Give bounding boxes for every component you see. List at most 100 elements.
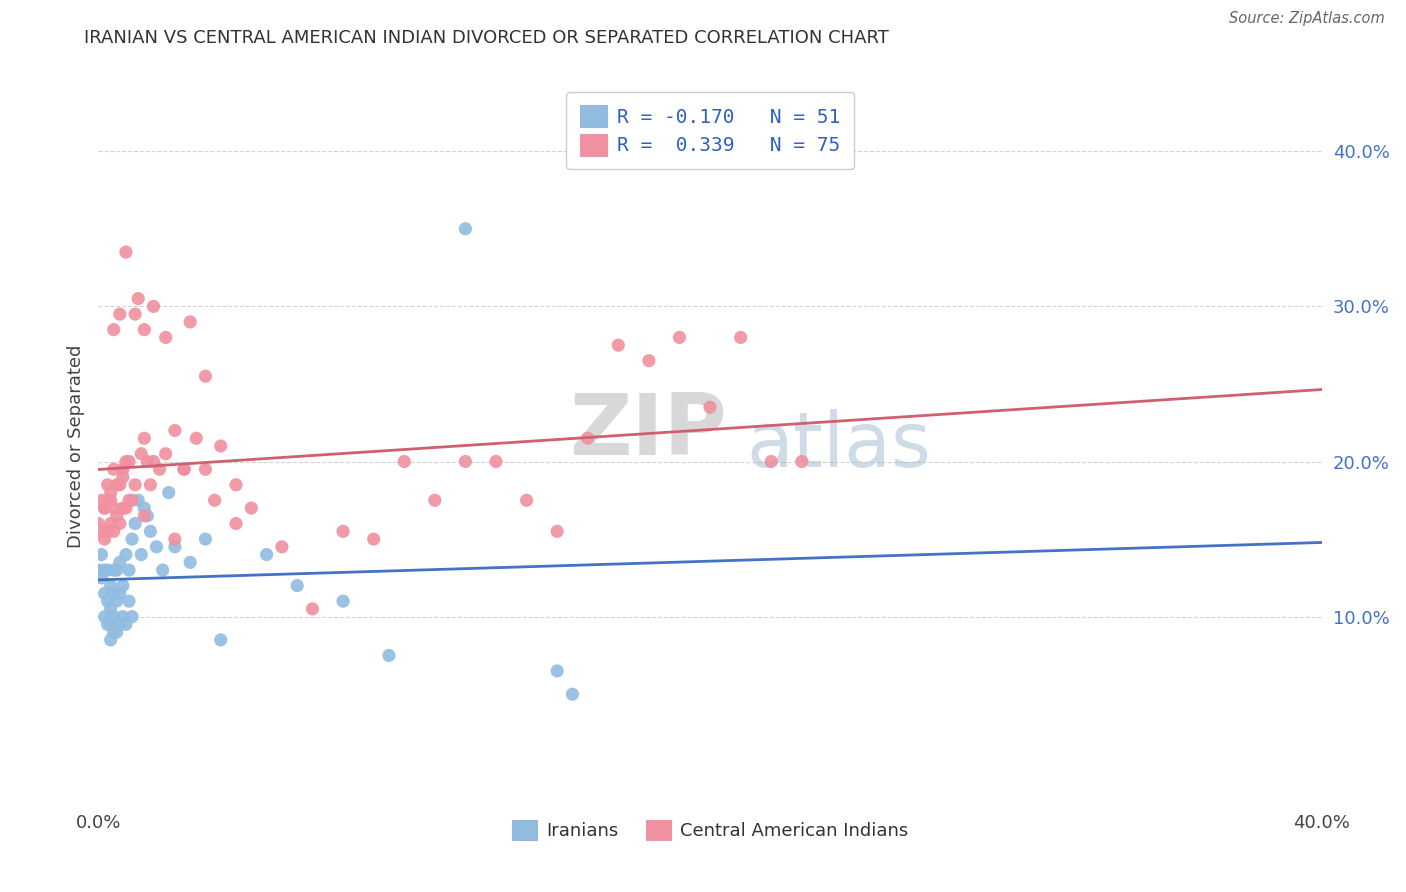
Point: [105, 477, 128, 491]
Point: [103, 586, 125, 600]
Point: [225, 477, 247, 491]
Point: [90, 524, 112, 539]
Legend: Iranians, Central American Indians: Iranians, Central American Indians: [505, 813, 915, 847]
Point: [93, 501, 115, 516]
Point: [121, 493, 143, 508]
Point: [124, 477, 146, 491]
Point: [546, 524, 568, 539]
Point: [163, 424, 186, 438]
Point: [129, 548, 152, 562]
Point: [179, 555, 201, 569]
Point: [516, 493, 538, 508]
Point: [111, 462, 134, 476]
Point: [149, 462, 172, 476]
Point: [100, 579, 122, 593]
Point: [103, 609, 125, 624]
Point: [194, 462, 217, 476]
Point: [270, 540, 292, 554]
Point: [485, 454, 508, 468]
Point: [637, 353, 661, 368]
Point: [115, 245, 138, 260]
Point: [115, 617, 138, 632]
Point: [209, 632, 232, 647]
Point: [225, 516, 247, 531]
Point: [111, 470, 134, 484]
Point: [118, 454, 141, 468]
Point: [93, 609, 115, 624]
Point: [111, 579, 134, 593]
Point: [124, 516, 146, 531]
Point: [90, 493, 112, 508]
Point: [100, 632, 122, 647]
Point: [121, 532, 143, 546]
Point: [301, 602, 323, 616]
Point: [155, 447, 177, 461]
Text: Source: ZipAtlas.com: Source: ZipAtlas.com: [1229, 11, 1385, 26]
Point: [332, 524, 354, 539]
Point: [97, 477, 120, 491]
Point: [139, 524, 162, 539]
Point: [790, 454, 813, 468]
Point: [100, 516, 122, 531]
Point: [111, 609, 134, 624]
Text: atlas: atlas: [747, 409, 932, 483]
Point: [93, 532, 115, 546]
Point: [105, 625, 128, 640]
Point: [454, 222, 477, 236]
Point: [103, 323, 125, 337]
Point: [204, 493, 226, 508]
Point: [129, 447, 152, 461]
Point: [179, 315, 201, 329]
Point: [124, 307, 146, 321]
Point: [115, 548, 138, 562]
Point: [127, 493, 149, 508]
Point: [139, 477, 162, 491]
Point: [115, 454, 138, 468]
Point: [607, 338, 630, 352]
Point: [173, 462, 195, 476]
Text: IRANIAN VS CENTRAL AMERICAN INDIAN DIVORCED OR SEPARATED CORRELATION CHART: IRANIAN VS CENTRAL AMERICAN INDIAN DIVOR…: [84, 29, 889, 46]
Point: [90, 571, 112, 585]
Point: [699, 401, 721, 415]
Point: [100, 617, 122, 632]
Point: [155, 330, 177, 344]
Point: [332, 594, 354, 608]
Point: [240, 501, 263, 516]
Point: [97, 594, 120, 608]
Point: [93, 563, 115, 577]
Point: [186, 431, 208, 445]
Point: [256, 548, 278, 562]
Point: [100, 485, 122, 500]
Point: [103, 625, 125, 640]
Point: [134, 323, 156, 337]
Text: ZIP: ZIP: [569, 390, 727, 474]
Point: [118, 493, 141, 508]
Point: [668, 330, 690, 344]
Point: [118, 594, 141, 608]
Point: [90, 548, 112, 562]
Point: [111, 501, 134, 516]
Point: [97, 524, 120, 539]
Point: [93, 501, 115, 516]
Point: [392, 454, 416, 468]
Point: [108, 516, 131, 531]
Point: [115, 501, 138, 516]
Point: [108, 555, 131, 569]
Point: [108, 586, 131, 600]
Point: [134, 508, 156, 523]
Point: [93, 586, 115, 600]
Point: [142, 454, 165, 468]
Y-axis label: Divorced or Separated: Divorced or Separated: [66, 344, 84, 548]
Point: [103, 563, 125, 577]
Point: [103, 501, 125, 516]
Point: [134, 501, 156, 516]
Point: [105, 508, 128, 523]
Point: [454, 454, 477, 468]
Point: [108, 617, 131, 632]
Point: [97, 617, 120, 632]
Point: [209, 439, 232, 453]
Point: [194, 369, 217, 384]
Point: [152, 563, 174, 577]
Point: [730, 330, 752, 344]
Point: [100, 493, 122, 508]
